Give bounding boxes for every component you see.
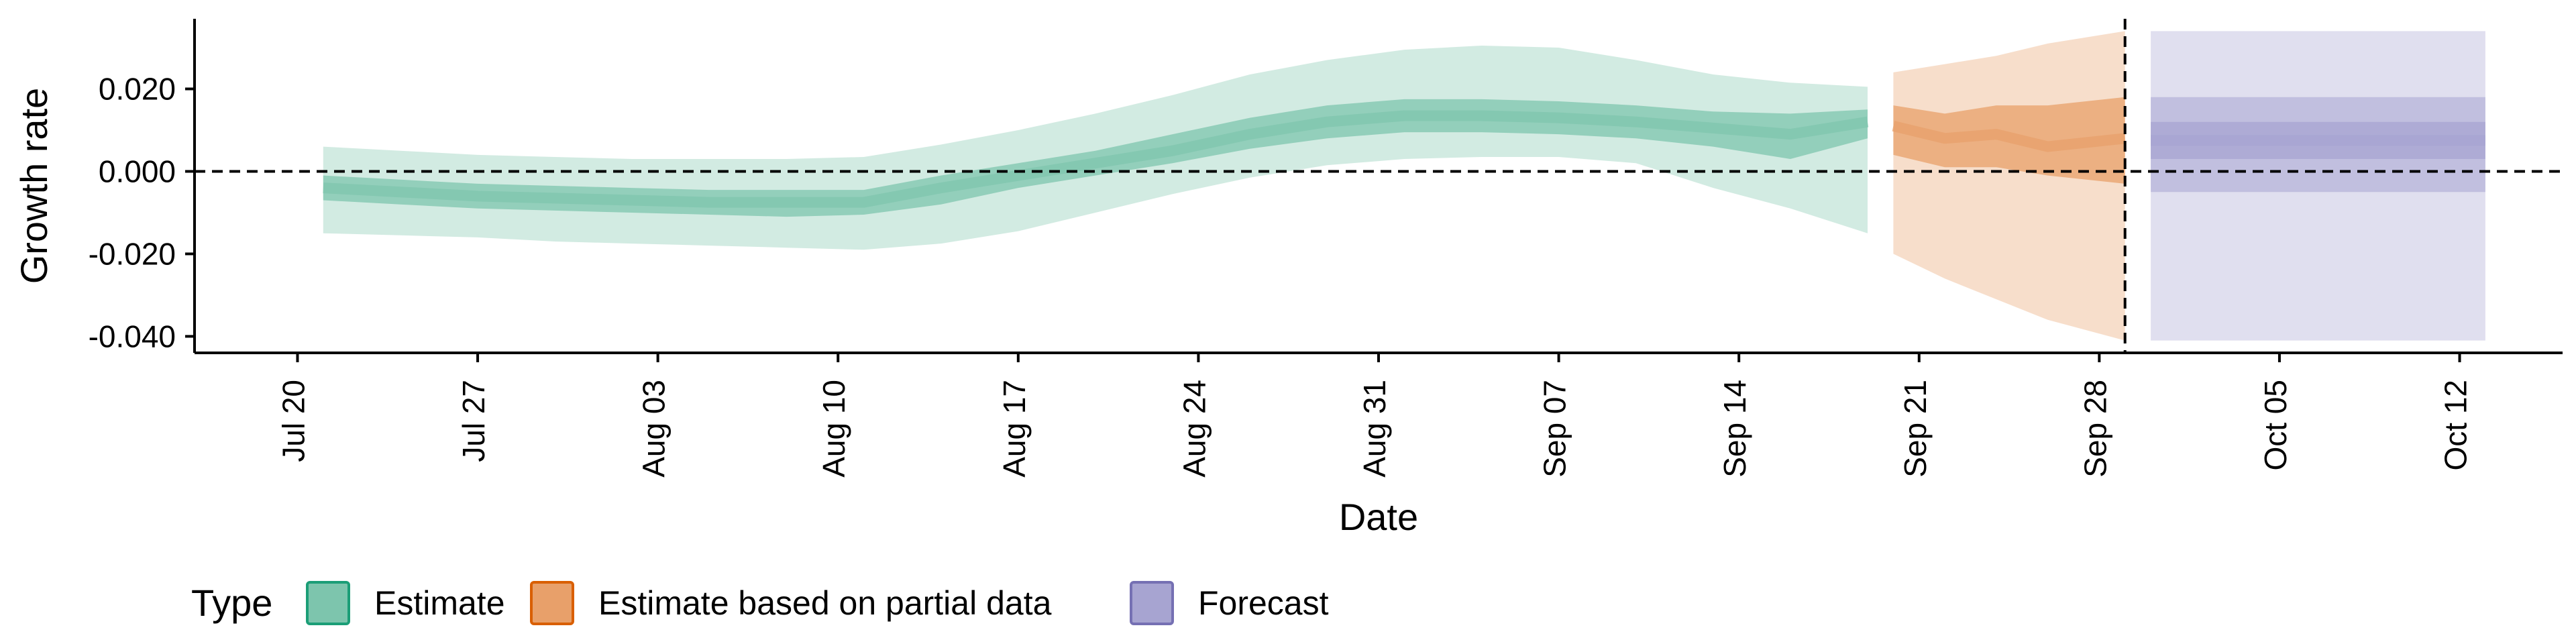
series-1 bbox=[1892, 31, 2126, 341]
y-tick-label: -0.020 bbox=[89, 236, 176, 271]
legend-item-0: Estimate bbox=[306, 581, 505, 625]
legend-title: Type bbox=[191, 582, 272, 624]
legend-key bbox=[306, 581, 350, 625]
x-tick-label: Aug 24 bbox=[1177, 380, 1212, 478]
x-tick-label: Aug 03 bbox=[637, 380, 672, 478]
legend-label: Forecast bbox=[1198, 584, 1329, 622]
x-tick-label: Oct 05 bbox=[2258, 380, 2293, 471]
legend: Type Estimate Estimate based on partial d… bbox=[191, 581, 1329, 625]
series-2 bbox=[2151, 31, 2485, 341]
x-tick-label: Sep 28 bbox=[2078, 380, 2112, 478]
legend-items: Estimate Estimate based on partial data Fo… bbox=[306, 581, 1329, 625]
legend-key bbox=[530, 581, 574, 625]
series-1-median-line bbox=[1892, 121, 2126, 152]
legend-key bbox=[1130, 581, 1174, 625]
x-axis-title: Date bbox=[1339, 496, 1418, 538]
series-0 bbox=[323, 46, 1869, 250]
legend-label: Estimate based on partial data bbox=[598, 584, 1052, 622]
legend-label: Estimate bbox=[374, 584, 505, 622]
x-tick-label: Aug 17 bbox=[997, 380, 1032, 478]
y-axis-title: Growth rate bbox=[13, 88, 55, 284]
x-tick-label: Sep 21 bbox=[1898, 380, 1933, 478]
x-tick-label: Aug 31 bbox=[1357, 380, 1392, 478]
plot-bands bbox=[323, 31, 2485, 341]
series-1-outer-band bbox=[1893, 31, 2125, 341]
y-axis-labels: -0.040 -0.020 0.000 0.020 bbox=[89, 72, 195, 354]
y-tick-label: -0.040 bbox=[89, 319, 176, 354]
y-tick-label: 0.020 bbox=[99, 72, 176, 107]
series-0-median-line bbox=[323, 110, 1869, 208]
x-tick-label: Sep 07 bbox=[1538, 380, 1572, 478]
legend-item-2: Forecast bbox=[1130, 581, 1329, 625]
x-tick-label: Oct 12 bbox=[2438, 380, 2473, 471]
x-tick-label: Jul 27 bbox=[456, 380, 491, 462]
y-tick-label: 0.000 bbox=[99, 154, 176, 189]
x-tick-label: Aug 10 bbox=[816, 380, 851, 478]
x-tick-label: Jul 20 bbox=[276, 380, 311, 462]
series-0-outer-band bbox=[323, 46, 1868, 250]
legend-item-1: Estimate based on partial data bbox=[530, 581, 1052, 625]
x-axis-labels: Jul 20 Jul 27 Aug 03 Aug 10 Aug 17 Aug 24 Aug … bbox=[276, 353, 2473, 478]
x-tick-label: Sep 14 bbox=[1717, 380, 1752, 478]
reference-lines bbox=[195, 19, 2563, 353]
